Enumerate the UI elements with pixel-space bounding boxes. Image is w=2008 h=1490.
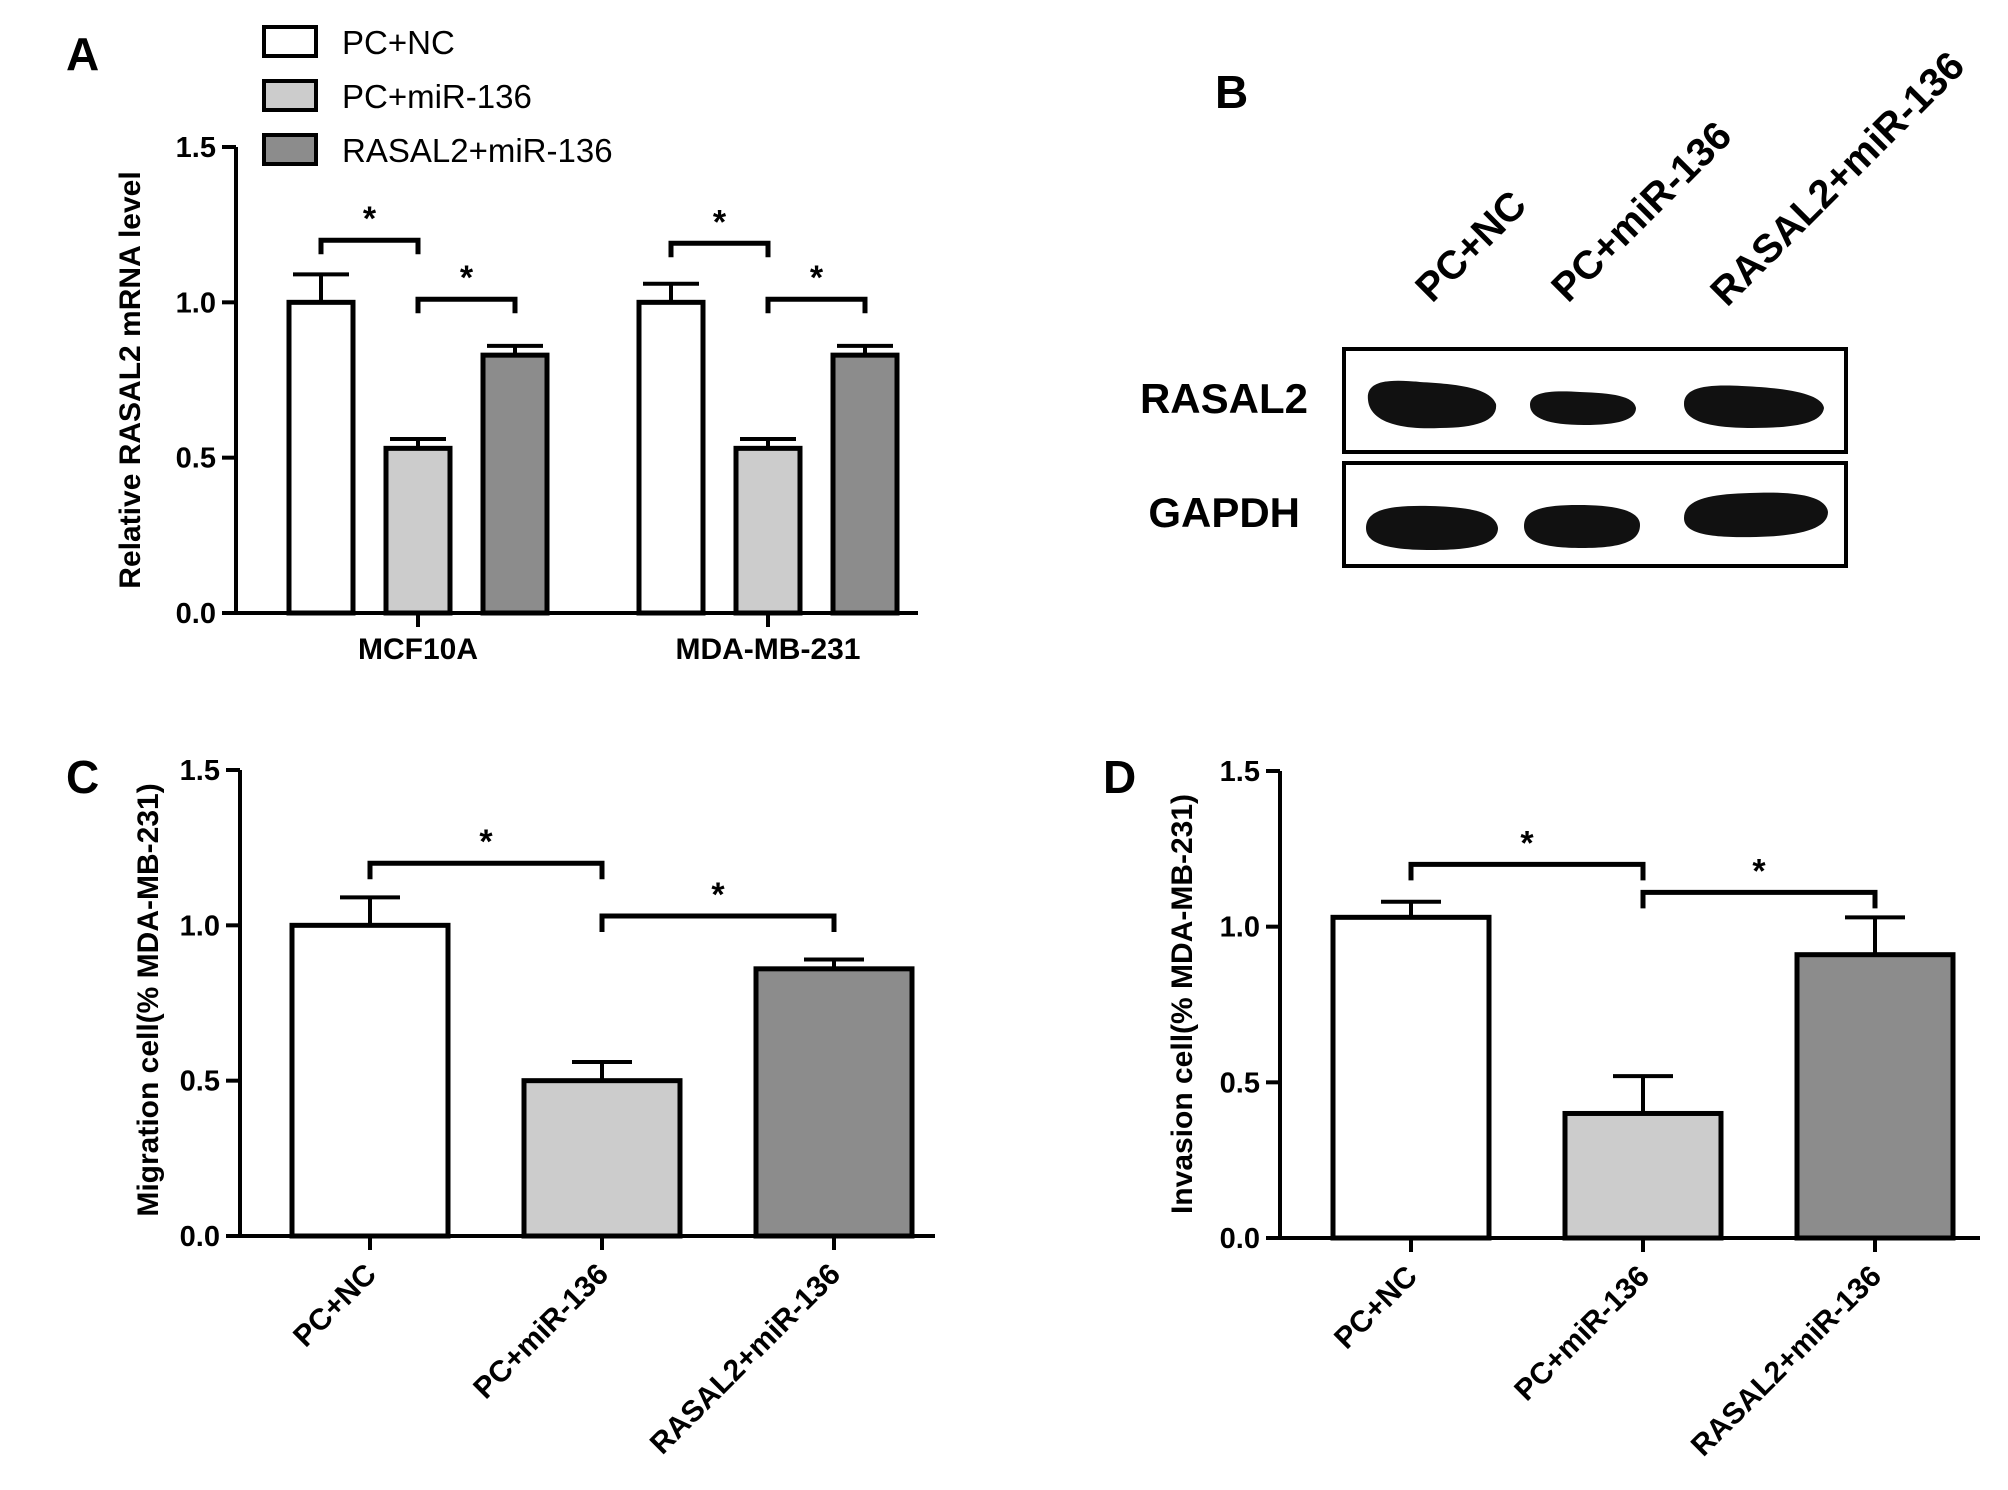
significance-bracket (415, 296, 518, 314)
x-category-label: PC+NC (287, 1258, 383, 1354)
x-category-label: PC+miR-136 (467, 1258, 615, 1406)
blot-row-label-gapdh: GAPDH (1148, 489, 1300, 536)
y-tick-label: 0.0 (1220, 1223, 1260, 1255)
bar-pc-mir-136-mcf10a (383, 445, 453, 616)
significance-bracket (668, 240, 771, 258)
significance-star: * (479, 823, 493, 861)
bar-rasal2-mir-136-mcf10a (480, 352, 550, 616)
blot-band-gapdh-lane2 (1524, 505, 1640, 548)
bar-pc-nc-mcf10a (286, 299, 356, 616)
y-tick-label: 1.5 (180, 755, 220, 787)
legend-swatch-pc-nc (262, 25, 318, 58)
y-tick-label: 1.5 (176, 132, 216, 164)
chart-d-invasion: 0.0 0.5 1.0 1.5 Invasion cell(% MDA-MB-231) P… (1166, 756, 1980, 1463)
y-tick-label: 1.0 (176, 287, 216, 319)
x-category-label: MCF10A (358, 633, 478, 666)
significance-bracket (367, 860, 605, 880)
y-tick-label: 0.0 (180, 1221, 220, 1253)
x-category-label: PC+miR-136 (1508, 1260, 1656, 1408)
significance-bracket (1408, 861, 1646, 881)
y-tick-label: 1.0 (180, 910, 220, 942)
panel-letter-b: B (1215, 66, 1248, 118)
blot-band-gapdh-lane3 (1684, 492, 1828, 538)
bar-rasal2-mir-136-mda-mb-231 (830, 352, 900, 616)
y-tick-label: 1.0 (1220, 912, 1260, 944)
panel-letter-a: A (66, 28, 99, 80)
bar-pc-mir-136 (521, 1078, 683, 1239)
bar-rasal2-mir-136 (753, 966, 915, 1239)
significance-bracket (599, 913, 837, 933)
bar-pc-mir-136 (1562, 1110, 1724, 1241)
bar-rasal2-mir-136 (1794, 952, 1956, 1241)
chart-c-migration: 0.0 0.5 1.0 1.5 Migration cell(% MDA-MB-231)… (132, 755, 935, 1461)
x-category-label: RASAL2+miR-136 (644, 1258, 847, 1461)
y-tick-label: 0.0 (176, 598, 216, 630)
blot-lane-label-pc-nc: PC+NC (1407, 183, 1535, 311)
bar-pc-nc-mda-mb-231 (636, 299, 706, 616)
panel-letter-d: D (1103, 751, 1136, 803)
x-category-label: MDA-MB-231 (675, 633, 860, 666)
blot-frame-rasal2 (1342, 347, 1848, 454)
legend-label-rasal2-mir136: RASAL2+miR-136 (342, 132, 613, 169)
blot-row-label-rasal2: RASAL2 (1140, 375, 1308, 422)
blot-band-rasal2-lane2 (1530, 391, 1636, 425)
bar-pc-mir-136-mda-mb-231 (733, 445, 803, 616)
y-tick-label: 0.5 (1220, 1067, 1260, 1099)
blot-band-gapdh-lane1 (1366, 505, 1498, 550)
legend-swatch-rasal2-mir136 (262, 133, 318, 166)
y-axis-title: Relative RASAL2 mRNA level (114, 171, 147, 588)
significance-bracket (765, 296, 868, 314)
y-axis-title: Migration cell(% MDA-MB-231) (132, 783, 165, 1216)
y-axis-title: Invasion cell(% MDA-MB-231) (1166, 794, 1199, 1214)
y-tick-label: 0.5 (176, 443, 216, 475)
blot-band-rasal2-lane1 (1367, 380, 1497, 429)
significance-bracket (318, 237, 421, 255)
blot-frame-gapdh (1342, 461, 1848, 568)
x-category-label: PC+NC (1328, 1260, 1424, 1356)
x-category-label: RASAL2+miR-136 (1685, 1260, 1888, 1463)
panel-letter-c: C (66, 751, 99, 803)
chart-a-rasal2-mrna: 0.0 0.5 1.0 1.5 Relative RASAL2 mRNA level MC… (114, 132, 918, 666)
significance-star: * (460, 259, 474, 297)
significance-star: * (711, 876, 725, 914)
y-tick-label: 1.5 (1220, 756, 1260, 788)
blot-band-rasal2-lane3 (1684, 385, 1824, 428)
western-blot: PC+NC PC+miR-136 RASAL2+miR-136 RASAL2 G… (1140, 44, 1973, 568)
significance-bracket (1640, 889, 1878, 909)
legend-label-pc-nc: PC+NC (342, 24, 455, 61)
significance-star: * (1520, 824, 1534, 862)
significance-star: * (363, 200, 377, 238)
legend: PC+NC PC+miR-136 RASAL2+miR-136 (262, 24, 613, 169)
significance-star: * (810, 259, 824, 297)
legend-swatch-pc-mir136 (262, 79, 318, 112)
significance-star: * (1752, 852, 1766, 890)
legend-label-pc-mir136: PC+miR-136 (342, 78, 532, 115)
bar-pc-nc (1330, 914, 1492, 1241)
significance-star: * (713, 203, 727, 241)
blot-lane-label-rasal2-mir136: RASAL2+miR-136 (1702, 44, 1973, 315)
y-tick-label: 0.5 (180, 1066, 220, 1098)
bar-pc-nc (289, 922, 451, 1239)
